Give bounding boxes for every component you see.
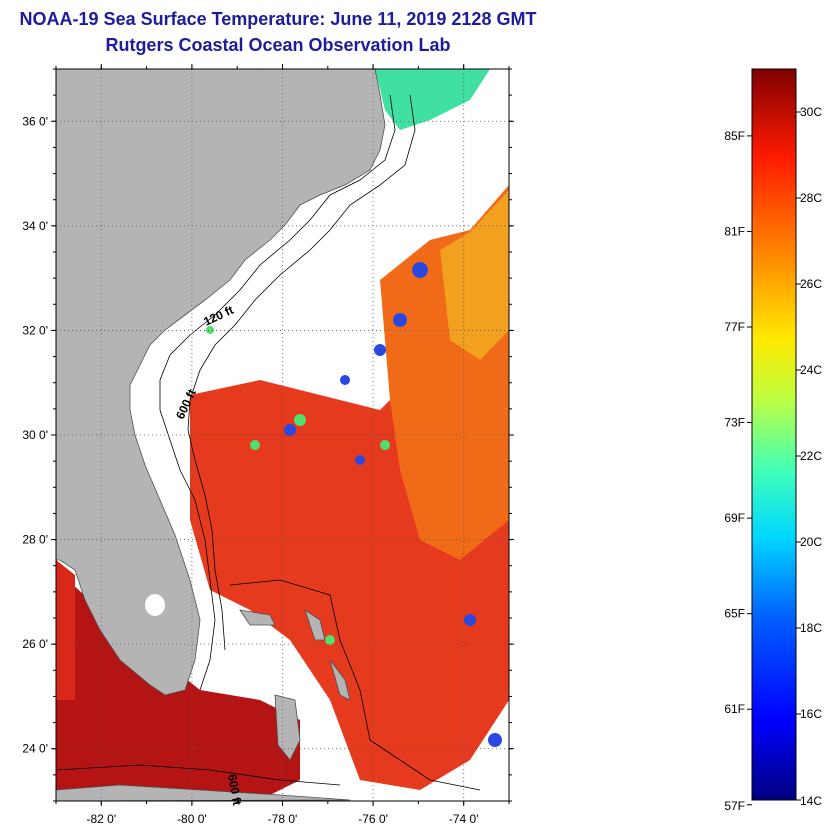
- lon-tick-label: -80 0': [177, 812, 207, 826]
- contour-label-600ft-south: 600 ft: [225, 773, 244, 806]
- lon-tick-label: -78 0': [268, 812, 298, 826]
- contour-120ft: [159, 94, 396, 691]
- lat-tick-label: 36 0': [22, 114, 48, 128]
- colorbar-label-f: 57F: [724, 799, 745, 813]
- colorbar-label-c: 28C: [800, 191, 822, 205]
- sst-northeast-water: [375, 69, 490, 130]
- colorbar-label-f: 61F: [724, 702, 745, 716]
- land-us-mainland: [56, 69, 386, 696]
- colorbar-label-f: 65F: [724, 607, 745, 621]
- contour-600ft: [187, 94, 416, 651]
- lat-tick-label: 26 0': [22, 637, 48, 651]
- map-layers: [56, 69, 509, 801]
- contour-cuba: [56, 764, 341, 786]
- sst-yellow-water: [440, 190, 509, 360]
- colorbar-label-c: 30C: [800, 105, 822, 119]
- colorbar-label-c: 18C: [800, 621, 822, 635]
- colorbar-label-c: 20C: [800, 535, 822, 549]
- colorbar: [751, 68, 797, 801]
- colorbar-label-f: 81F: [724, 224, 745, 238]
- map-subtitle: Rutgers Coastal Ocean Observation Lab: [105, 35, 451, 55]
- colorbar-ticks: 30C 28C 26C 24C 22C 20C 18C 16C 14C 85F 81F 77F 73F 6…: [724, 105, 822, 813]
- land-bahamas-andros: [274, 694, 301, 761]
- land-bahamas-abaco: [304, 609, 326, 641]
- colorbar-label-c: 14C: [800, 794, 822, 808]
- colorbar-label-f: 69F: [724, 511, 745, 525]
- lat-tick-label: 28 0': [22, 533, 48, 547]
- lat-tick-label: 30 0': [22, 428, 48, 442]
- lat-tick-label: 34 0': [22, 219, 48, 233]
- colorbar-label-f: 85F: [724, 129, 745, 143]
- lake-okeechobee: [145, 594, 165, 616]
- land-bahamas-eleuthera: [329, 659, 351, 701]
- map-axes: 36 0' 34 0' 32 0' 30 0' 28 0' 26 0' 24 0' -82 0…: [22, 64, 514, 826]
- colorbar-label-c: 16C: [800, 707, 822, 721]
- land-cuba: [56, 784, 351, 801]
- sst-cool-patches: [284, 262, 502, 747]
- map-title: NOAA-19 Sea Surface Temperature: June 11…: [19, 9, 537, 29]
- sst-green-patches: [206, 326, 390, 645]
- contour-bahamas: [229, 579, 481, 791]
- colorbar-label-f: 77F: [724, 320, 745, 334]
- colorbar-label-c: 26C: [800, 277, 822, 291]
- land-bahamas-grand: [239, 609, 276, 626]
- lat-tick-label: 24 0': [22, 742, 48, 756]
- sst-west-warm-water: [56, 560, 75, 700]
- colorbar-label-c: 22C: [800, 449, 822, 463]
- lon-tick-label: -82 0': [86, 812, 116, 826]
- colorbar-label-f: 73F: [724, 416, 745, 430]
- lon-tick-label: -74 0': [449, 812, 479, 826]
- lon-tick-label: -76 0': [358, 812, 388, 826]
- colorbar-label-c: 24C: [800, 363, 822, 377]
- lat-tick-label: 32 0': [22, 323, 48, 337]
